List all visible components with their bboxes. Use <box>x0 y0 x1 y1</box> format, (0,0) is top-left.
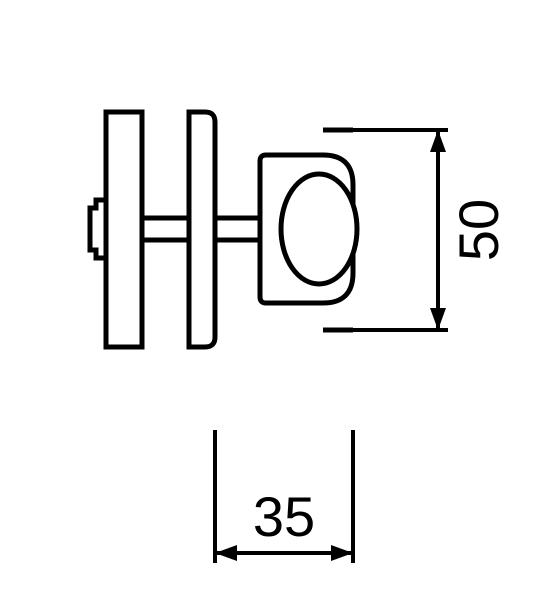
stem-bar <box>215 218 260 240</box>
dimension-value-vertical: 50 <box>447 199 510 261</box>
arrowhead-right <box>331 545 353 561</box>
right-plate <box>189 112 215 347</box>
knob-face-ellipse <box>281 174 357 284</box>
connector-bar <box>142 218 189 240</box>
dimension-value-horizontal: 35 <box>253 485 315 548</box>
arrowhead-down <box>430 308 446 330</box>
arrowhead-left <box>215 545 237 561</box>
arrowhead-up <box>430 130 446 152</box>
left-plate <box>106 112 142 347</box>
